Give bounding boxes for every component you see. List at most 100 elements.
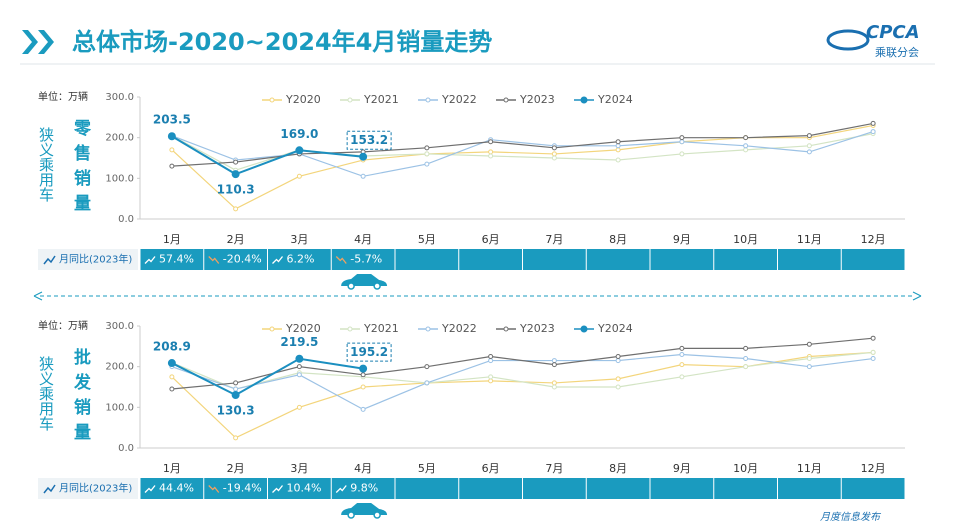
data-label: 203.5	[153, 113, 191, 127]
point	[233, 435, 239, 441]
x-tick-label: 7月	[545, 462, 563, 475]
point	[743, 356, 749, 362]
point	[551, 145, 557, 151]
y-tick-label: 100.0	[105, 173, 134, 184]
point	[743, 143, 749, 149]
data-label: 130.3	[217, 404, 255, 418]
x-tick-label: 11月	[797, 233, 822, 246]
y-tick-label: 200.0	[105, 133, 134, 144]
point	[360, 384, 366, 390]
legend-label: Y2020	[285, 322, 321, 335]
yoy-icon	[43, 484, 56, 494]
point	[743, 135, 749, 141]
point	[615, 354, 621, 359]
x-tick-label: 3月	[290, 462, 308, 475]
yoy-cell	[586, 249, 650, 270]
yoy-cell	[459, 478, 522, 499]
point	[551, 362, 557, 368]
point	[615, 147, 621, 153]
yoy-cell	[523, 478, 586, 499]
point	[360, 173, 366, 179]
point	[551, 155, 557, 161]
legend-label: Y2021	[363, 322, 399, 335]
point	[806, 143, 812, 149]
legend-label: Y2021	[363, 93, 399, 106]
trend-icon	[335, 256, 347, 264]
legend-label: Y2022	[441, 322, 477, 335]
legend-marker	[503, 326, 509, 332]
trend-icon	[144, 485, 156, 493]
yoy-value: 57.4%	[159, 253, 194, 266]
point	[870, 129, 876, 135]
yoy-value: -19.4%	[223, 482, 262, 495]
yoy-value: -5.7%	[350, 253, 382, 266]
point	[360, 372, 366, 378]
legend-label: Y2022	[441, 93, 477, 106]
legend-marker	[503, 97, 509, 103]
point	[870, 335, 876, 341]
trend-icon	[144, 256, 156, 264]
point	[359, 364, 368, 373]
x-tick-label: 2月	[227, 233, 245, 246]
legend-marker	[269, 97, 275, 103]
x-tick-label: 1月	[163, 233, 181, 246]
x-tick-label: 8月	[609, 233, 627, 246]
data-label: 153.2	[350, 133, 388, 147]
trend-icon	[272, 485, 284, 493]
label-box	[346, 342, 392, 362]
series-line	[171, 357, 364, 397]
segment-label: 狭义乘用车	[37, 356, 55, 431]
yoy-cell	[650, 478, 714, 499]
trend-icon	[335, 485, 347, 493]
x-tick-label: 10月	[733, 233, 758, 246]
point	[551, 384, 557, 390]
point	[167, 132, 176, 141]
yoy-value: -20.4%	[223, 253, 262, 266]
y-tick-label: 100.0	[105, 402, 134, 413]
yoy-icon	[43, 255, 56, 265]
yoy-cell	[204, 249, 267, 270]
yoy-cell	[140, 249, 204, 270]
car-wheel	[347, 282, 355, 290]
logo-icon	[826, 29, 870, 51]
point	[488, 153, 494, 159]
chevrons	[22, 30, 54, 54]
point	[424, 145, 430, 151]
x-tick-label: 12月	[861, 233, 886, 246]
point	[169, 386, 175, 392]
logo-text: CPCA	[866, 22, 920, 43]
divider-arrows	[33, 291, 922, 301]
point	[169, 374, 175, 380]
legend-marker	[580, 325, 588, 333]
yoy-cell	[714, 249, 777, 270]
metric-label: 零售销量	[70, 119, 92, 219]
point	[551, 151, 557, 157]
point	[488, 374, 494, 380]
yoy-cell	[841, 478, 905, 499]
legend-label: Y2023	[519, 93, 555, 106]
unit-label: 单位：万辆	[38, 90, 88, 103]
x-tick-label: 3月	[290, 233, 308, 246]
point	[679, 345, 685, 351]
yoy-cell	[778, 478, 841, 499]
point	[167, 359, 176, 368]
point	[169, 147, 175, 153]
x-tick-label: 9月	[673, 462, 691, 475]
legend-marker	[425, 326, 431, 332]
point	[743, 345, 749, 351]
point	[615, 376, 621, 382]
trend-icon	[208, 485, 220, 493]
yoy-cell	[331, 478, 395, 499]
legend-marker	[347, 97, 353, 103]
page-title: 总体市场-2020~2024年4月销量走势	[72, 28, 492, 56]
yoy-cell	[268, 249, 331, 270]
yoy-cell	[650, 249, 714, 270]
point	[615, 139, 621, 145]
y-tick-label: 300.0	[105, 92, 134, 103]
point	[296, 372, 302, 378]
yoy-value: 44.4%	[159, 482, 194, 495]
point	[615, 157, 621, 163]
x-tick-label: 9月	[673, 233, 691, 246]
point	[233, 386, 239, 392]
